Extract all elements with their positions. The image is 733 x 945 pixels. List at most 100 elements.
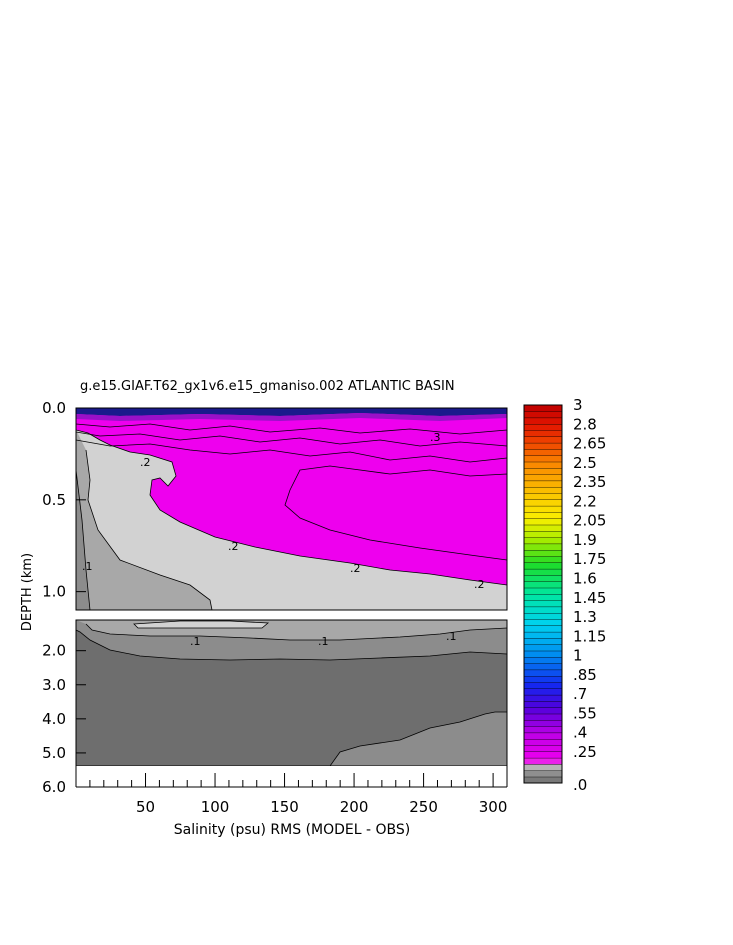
- x-axis-title: Salinity (psu) RMS (MODEL - OBS): [174, 822, 410, 838]
- colorbar-swatch: [523, 549, 563, 557]
- colorbar-swatch: [523, 455, 563, 463]
- colorbar-swatch: [523, 486, 563, 494]
- colorbar-swatch: [523, 637, 563, 645]
- colorbar-label: 1.3: [573, 608, 597, 626]
- colorbar-swatch: [523, 650, 563, 658]
- colorbar-swatch: [523, 556, 563, 564]
- y-axis-title: DEPTH (km): [20, 553, 35, 631]
- colorbar-swatch: [523, 719, 563, 727]
- contour-label: .2: [350, 562, 361, 575]
- colorbar-swatch: [523, 442, 563, 450]
- colorbar-swatch: [523, 430, 563, 438]
- colorbar-swatch: [523, 499, 563, 507]
- contour-label: .3: [430, 431, 441, 444]
- colorbar-swatch: [523, 688, 563, 696]
- lower-region-light-gray-lens: [134, 621, 268, 628]
- colorbar-swatch: [523, 593, 563, 601]
- colorbar-swatch: [523, 568, 563, 576]
- x-tick-label: 50: [136, 798, 155, 816]
- contour-label: .2: [228, 540, 239, 553]
- contour-label: .2: [474, 578, 485, 591]
- colorbar-swatch: [523, 776, 563, 784]
- colorbar-swatch: [523, 631, 563, 639]
- colorbar-swatch: [523, 587, 563, 595]
- y-tick-label: 0.5: [42, 491, 66, 509]
- colorbar-swatch: [523, 707, 563, 715]
- colorbar: [523, 404, 563, 784]
- colorbar-swatch: [523, 606, 563, 614]
- colorbar-swatch: [523, 493, 563, 501]
- colorbar-swatch: [523, 562, 563, 570]
- colorbar-swatch: [523, 757, 563, 765]
- colorbar-swatch: [523, 404, 563, 412]
- colorbar-swatch: [523, 480, 563, 488]
- colorbar-swatch: [523, 574, 563, 582]
- contour-label: .1: [446, 630, 457, 643]
- colorbar-swatch: [523, 411, 563, 419]
- colorbar-swatch: [523, 682, 563, 690]
- colorbar-swatch: [523, 770, 563, 778]
- colorbar-swatch: [523, 543, 563, 551]
- lower-region-gray-bottom: [330, 712, 507, 766]
- y-tick-label: 0.0: [42, 399, 66, 417]
- x-tick-label: 100: [201, 798, 230, 816]
- colorbar-swatch: [523, 738, 563, 746]
- colorbar-label: 2.65: [573, 435, 606, 453]
- lower-contours: [76, 620, 507, 766]
- colorbar-label: 1.15: [573, 627, 606, 645]
- colorbar-label: 1.45: [573, 589, 606, 607]
- colorbar-swatch: [523, 726, 563, 734]
- upper-region-mid-gray: [76, 430, 212, 610]
- colorbar-label: .4: [573, 724, 587, 742]
- colorbar-label: .25: [573, 743, 597, 761]
- colorbar-swatch: [523, 700, 563, 708]
- colorbar-swatch: [523, 713, 563, 721]
- x-tick-label: 300: [479, 798, 508, 816]
- colorbar-label: .85: [573, 666, 597, 684]
- upper-surface-band: [76, 408, 507, 416]
- colorbar-label: 2.35: [573, 473, 606, 491]
- colorbar-labels: 32.82.652.52.352.22.051.91.751.61.451.31…: [573, 396, 606, 794]
- contour-label: .2: [140, 456, 151, 469]
- upper-contours: [76, 423, 507, 610]
- colorbar-label: 1: [573, 647, 583, 665]
- x-tick-label: 250: [409, 798, 438, 816]
- chart-title: g.e15.GIAF.T62_gx1v6.e15_gmaniso.002 ATL…: [80, 379, 455, 394]
- y-axis: 0.0 0.5 1.0 2.0 3.0 4.0 5.0 6.0: [42, 399, 86, 796]
- colorbar-swatch: [523, 474, 563, 482]
- lower-panel: .1 .1 .1: [76, 620, 507, 766]
- colorbar-swatch: [523, 675, 563, 683]
- colorbar-swatch: [523, 436, 563, 444]
- colorbar-swatch: [523, 423, 563, 431]
- colorbar-swatch: [523, 619, 563, 627]
- x-tick-label: 150: [270, 798, 299, 816]
- upper-contour-labels: .2 .2 .2 .2 .1 .3: [82, 431, 485, 591]
- colorbar-swatch: [523, 763, 563, 771]
- colorbar-label: 2.5: [573, 454, 597, 472]
- colorbar-swatch: [523, 625, 563, 633]
- colorbar-swatch: [523, 600, 563, 608]
- colorbar-swatch: [523, 669, 563, 677]
- upper-panel-frame: [75, 407, 508, 611]
- colorbar-swatch: [523, 461, 563, 469]
- upper-region-magenta: [76, 408, 507, 585]
- colorbar-label: .55: [573, 704, 597, 722]
- contour-label: .1: [190, 635, 201, 648]
- colorbar-label: 2.2: [573, 492, 597, 510]
- lower-panel-blank-strip: [76, 766, 507, 787]
- colorbar-label: .7: [573, 685, 587, 703]
- colorbar-swatch: [523, 518, 563, 526]
- x-axis: 50 100 150 200 250 300: [89, 773, 508, 816]
- colorbar-label: 2.8: [573, 415, 597, 433]
- colorbar-swatch: [523, 656, 563, 664]
- upper-surface-band-purple: [76, 413, 507, 421]
- colorbar-swatch: [523, 467, 563, 475]
- x-tick-label: 200: [340, 798, 369, 816]
- colorbar-swatch: [523, 581, 563, 589]
- colorbar-label: 1.75: [573, 550, 606, 568]
- y-tick-label: 4.0: [42, 710, 66, 728]
- y-tick-label: 2.0: [42, 642, 66, 660]
- colorbar-label: 1.6: [573, 570, 597, 588]
- y-tick-label: 6.0: [42, 778, 66, 796]
